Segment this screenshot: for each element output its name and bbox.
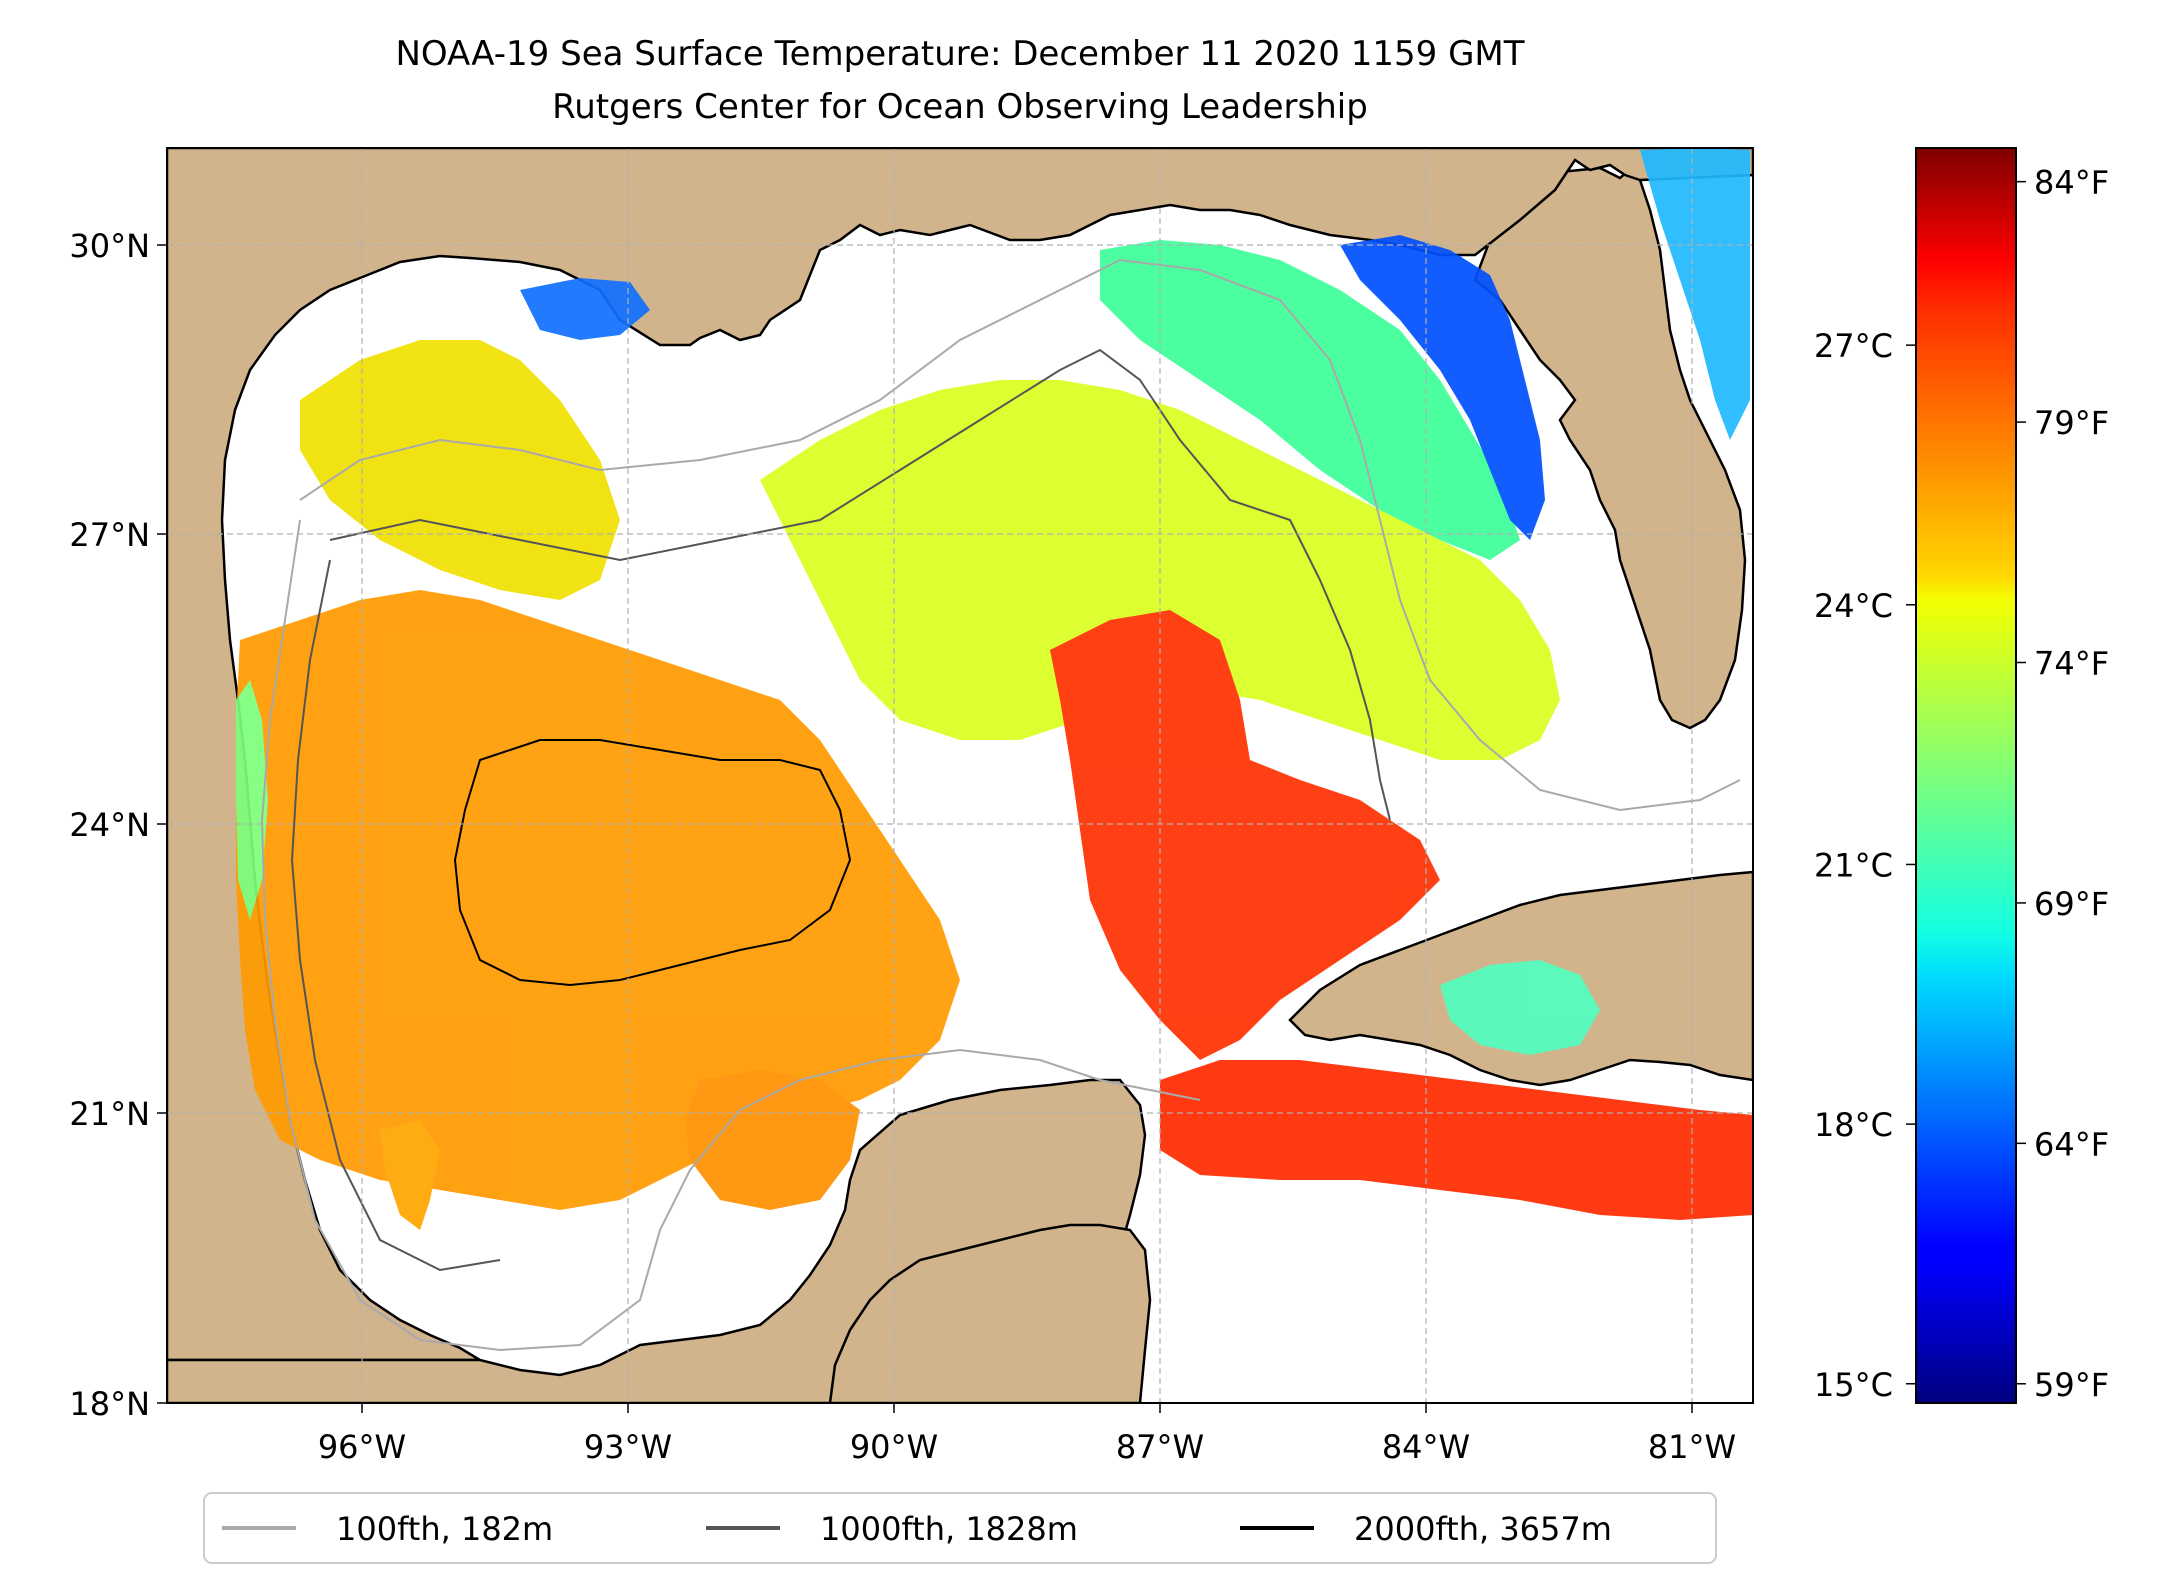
sst-patch-ne-green <box>1100 240 1520 560</box>
land-yucatan <box>828 1223 1152 1403</box>
map-axes: 96°W 93°W 90°W 87°W 84°W 81°W 18°N 21°N … <box>69 227 1736 1466</box>
colorbar-gradient <box>1915 147 2017 1404</box>
title-line-1: NOAA-19 Sea Surface Temperature: Decembe… <box>395 34 1524 74</box>
legend-label-1000fth: 1000fth, 1828m <box>820 1510 1078 1548</box>
colorbar-label-f: 64°F <box>2034 1125 2109 1163</box>
colorbar-ticks: 59°F 64°F 69°F 74°F 79°F 84°F 15°C 18°C 21°C 24°C… <box>1814 164 2109 1404</box>
lat-ticks <box>157 244 167 1404</box>
lat-label-30n: 30°N <box>69 227 150 265</box>
map-frame <box>166 147 1754 1404</box>
map-panel <box>167 148 1753 1403</box>
sst-patch-campeche <box>685 1070 860 1210</box>
contour-1000fth <box>329 348 1391 821</box>
lon-label-90w: 90°W <box>850 1428 938 1466</box>
contour-100fth-south <box>260 519 1201 1352</box>
colorbar-label-f: 79°F <box>2034 404 2109 442</box>
colorbar-label-c: 21°C <box>1814 846 1893 884</box>
lat-label-18n: 18°N <box>69 1385 150 1423</box>
contour-100fth <box>299 258 1741 812</box>
lat-label-24n: 24°N <box>69 806 150 844</box>
legend: 100fth, 182m 1000fth, 1828m 2000fth, 365… <box>203 1492 1717 1564</box>
sst-patch-ne-blue <box>1340 235 1545 540</box>
lon-label-87w: 87°W <box>1116 1428 1204 1466</box>
colorbar-label-f: 74°F <box>2034 645 2109 683</box>
lon-ticks <box>361 1403 1693 1413</box>
sst-patch-west-yellow <box>300 340 620 600</box>
title-line-2: Rutgers Center for Ocean Observing Leade… <box>552 87 1368 127</box>
colorbar-label-f: 69°F <box>2034 885 2109 923</box>
contour-2000fth <box>453 739 852 987</box>
legend-label-2000fth: 2000fth, 3657m <box>1354 1510 1612 1548</box>
lat-label-27n: 27°N <box>69 516 150 554</box>
sst-patch-west-warm <box>236 590 960 1210</box>
colorbar-label-f: 59°F <box>2034 1366 2109 1404</box>
lon-label-84w: 84°W <box>1382 1428 1470 1466</box>
sst-patch-loop-current <box>1050 610 1440 1060</box>
bathymetry-contours <box>260 258 1741 1352</box>
sst-patch-texas-blue <box>520 278 650 340</box>
colorbar-label-f: 84°F <box>2034 164 2109 202</box>
colorbar-label-c: 18°C <box>1814 1106 1893 1144</box>
lon-label-81w: 81°W <box>1648 1428 1736 1466</box>
sst-patch-west-green <box>236 680 268 920</box>
sst-patch-florida-east <box>1640 148 1750 440</box>
lon-label-96w: 96°W <box>318 1428 406 1466</box>
legend-label-100fth: 100fth, 182m <box>336 1510 553 1548</box>
graticule <box>167 148 1753 1403</box>
sst-patch-cuba-cyan <box>1440 960 1600 1055</box>
colorbar-label-c: 15°C <box>1814 1366 1893 1404</box>
sst-patch-yucatan-channel <box>1160 1060 1753 1220</box>
colorbar: 59°F 64°F 69°F 74°F 79°F 84°F 15°C 18°C 21°C 24°C… <box>1814 147 2109 1404</box>
colorbar-label-c: 24°C <box>1814 587 1893 625</box>
legend-box <box>203 1492 1717 1564</box>
sst-patch-sw-warm <box>380 1120 440 1230</box>
colorbar-label-c: 27°C <box>1814 327 1893 365</box>
lon-label-93w: 93°W <box>584 1428 672 1466</box>
contour-1000fth-west <box>290 559 501 1272</box>
lat-label-21n: 21°N <box>69 1095 150 1133</box>
